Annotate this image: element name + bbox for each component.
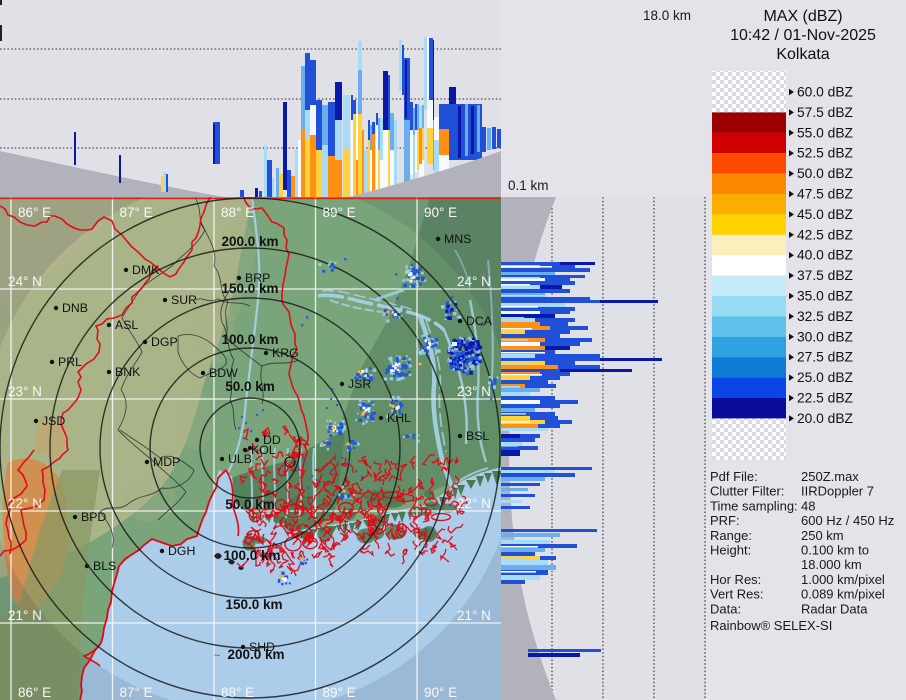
svg-text:48: 48 [801,498,815,513]
svg-text:89° E: 89° E [323,205,356,220]
svg-text:MDP: MDP [153,455,180,469]
svg-text:22° N: 22° N [457,496,491,511]
svg-text:40.0 dBZ: 40.0 dBZ [797,248,853,263]
svg-text:50.0 dBZ: 50.0 dBZ [797,166,853,181]
svg-text:250 km: 250 km [801,528,844,543]
svg-text:SUR: SUR [171,293,197,307]
svg-text:150.0 km: 150.0 km [225,597,282,612]
svg-text:200.0 km: 200.0 km [227,647,284,662]
svg-text:DGP: DGP [151,335,178,349]
svg-text:BSL: BSL [466,429,489,443]
svg-text:MAX (dBZ): MAX (dBZ) [763,8,842,25]
svg-text:50.0 km: 50.0 km [225,379,275,394]
svg-text:PRF:: PRF: [710,513,740,528]
svg-text:250Z.max: 250Z.max [801,469,859,484]
svg-text:Rainbow® SELEX-SI: Rainbow® SELEX-SI [710,618,832,633]
svg-text:86° E: 86° E [18,205,51,220]
svg-text:Radar Data: Radar Data [801,601,868,616]
svg-text:24° N: 24° N [8,274,42,289]
svg-text:0.100 km to: 0.100 km to [801,543,869,558]
svg-text:45.0 dBZ: 45.0 dBZ [797,207,853,222]
svg-text:89° E: 89° E [323,685,356,700]
svg-text:1.000 km/pixel: 1.000 km/pixel [801,572,885,587]
svg-text:BLS: BLS [93,559,116,573]
svg-text:10:42 / 01-Nov-2025: 10:42 / 01-Nov-2025 [730,27,876,44]
svg-text:87° E: 87° E [120,205,153,220]
svg-text:JSR: JSR [348,377,371,391]
svg-text:JSD: JSD [42,414,65,428]
svg-text:35.0 dBZ: 35.0 dBZ [797,289,853,304]
svg-text:IIRDoppler 7: IIRDoppler 7 [801,484,874,499]
svg-text:ASL: ASL [115,318,138,332]
svg-text:100.0 km: 100.0 km [221,332,278,347]
svg-text:DD: DD [263,433,281,447]
svg-text:200.0 km: 200.0 km [221,234,278,249]
svg-text:DGH: DGH [168,544,195,558]
svg-text:0.1 km: 0.1 km [508,178,549,193]
svg-text:KOL: KOL [251,443,276,457]
svg-text:~: ~ [214,650,220,662]
svg-text:Range:: Range: [710,528,752,543]
svg-text:22.5 dBZ: 22.5 dBZ [797,391,853,406]
svg-text:Height:: Height: [710,543,751,558]
svg-text:47.5 dBZ: 47.5 dBZ [797,187,853,202]
svg-text:Pdf File:: Pdf File: [710,469,758,484]
svg-text:150.0 km: 150.0 km [221,281,278,296]
svg-text:87° E: 87° E [120,685,153,700]
svg-text:ULB: ULB [228,452,252,466]
svg-text:27.5 dBZ: 27.5 dBZ [797,350,853,365]
svg-text:DNB: DNB [62,301,88,315]
svg-text:60.0 dBZ: 60.0 dBZ [797,85,853,100]
svg-text:90° E: 90° E [424,205,457,220]
svg-text:PRL: PRL [58,355,82,369]
svg-text:57.5 dBZ: 57.5 dBZ [797,105,853,120]
svg-text:25.0 dBZ: 25.0 dBZ [797,370,853,385]
svg-text:55.0 dBZ: 55.0 dBZ [797,125,853,140]
svg-text:88° E: 88° E [221,205,254,220]
svg-text:24° N: 24° N [457,274,491,289]
svg-text:23° N: 23° N [457,384,491,399]
svg-text:100.0 km: 100.0 km [223,548,280,563]
svg-text:Data:: Data: [710,601,741,616]
svg-text:KHL: KHL [387,411,411,425]
svg-text:Vert Res:: Vert Res: [710,587,763,602]
svg-text:Clutter Filter:: Clutter Filter: [710,484,784,499]
svg-text:Time sampling:: Time sampling: [710,498,798,513]
svg-text:20.0 dBZ: 20.0 dBZ [797,411,853,426]
svg-text:BDW: BDW [209,366,238,380]
svg-text:52.5 dBZ: 52.5 dBZ [797,146,853,161]
svg-text:86° E: 86° E [18,685,51,700]
svg-text:22° N: 22° N [8,496,42,511]
svg-text:23° N: 23° N [8,384,42,399]
svg-text:50.0 km: 50.0 km [225,497,275,512]
svg-text:21° N: 21° N [8,608,42,623]
svg-text:600 Hz / 450 Hz: 600 Hz / 450 Hz [801,513,894,528]
svg-text:32.5 dBZ: 32.5 dBZ [797,309,853,324]
svg-text:BRP: BRP [245,271,270,285]
svg-text:BPD: BPD [81,510,106,524]
svg-text:BNK: BNK [115,365,141,379]
svg-text:18.000 km: 18.000 km [801,557,862,572]
svg-text:0.089 km/pixel: 0.089 km/pixel [801,587,885,602]
svg-text:Hor Res:: Hor Res: [710,572,761,587]
svg-text:Kolkata: Kolkata [776,46,829,63]
svg-text:DCA: DCA [466,314,493,328]
svg-text:SHD: SHD [249,640,275,654]
svg-text:42.5 dBZ: 42.5 dBZ [797,227,853,242]
svg-text:88° E: 88° E [221,685,254,700]
svg-text:21° N: 21° N [457,608,491,623]
svg-text:90° E: 90° E [424,685,457,700]
svg-text:18.0 km: 18.0 km [643,8,691,23]
svg-text:MNS: MNS [444,232,471,246]
svg-text:30.0 dBZ: 30.0 dBZ [797,329,853,344]
svg-text:KRG: KRG [272,346,299,360]
svg-text:DMK: DMK [132,263,160,277]
svg-text:37.5 dBZ: 37.5 dBZ [797,268,853,283]
